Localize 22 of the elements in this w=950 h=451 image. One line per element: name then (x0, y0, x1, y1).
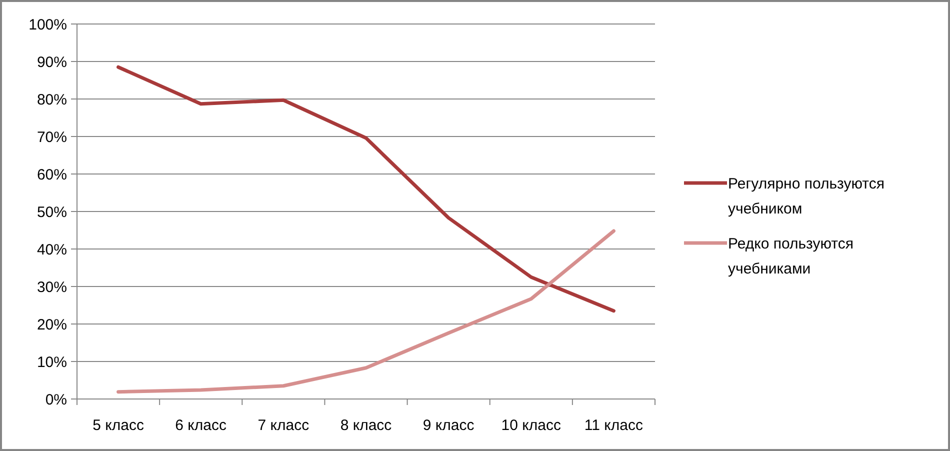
x-tick-label: 7 класс (258, 417, 310, 434)
y-tick-label: 20% (36, 316, 67, 334)
x-tick-label: 9 класс (422, 417, 475, 434)
y-tick-label: 90% (36, 54, 67, 71)
y-tick-label: 60% (36, 166, 67, 184)
y-tick-label: 70% (36, 128, 67, 146)
y-tick-label: 50% (36, 204, 67, 221)
y-tick-label: 30% (36, 278, 67, 296)
legend-label: Регулярно пользуются учебником (728, 175, 884, 218)
y-tick-label: 80% (36, 91, 67, 108)
y-tick-label: 100% (28, 16, 67, 34)
x-tick-label: 5 класс (92, 417, 144, 434)
y-tick-label: 0% (45, 391, 67, 408)
x-tick-label: 8 класс (340, 417, 392, 434)
y-tick-label: 40% (36, 241, 67, 258)
line-series (116, 229, 616, 394)
legend-label: Редко пользуются учебниками (728, 235, 854, 278)
line-series (116, 65, 616, 313)
x-tick-label: 11 класс (584, 417, 644, 434)
x-tick-label: 10 класс (501, 417, 562, 434)
y-tick-label: 10% (36, 354, 67, 371)
x-tick-label: 6 класс (175, 417, 228, 434)
